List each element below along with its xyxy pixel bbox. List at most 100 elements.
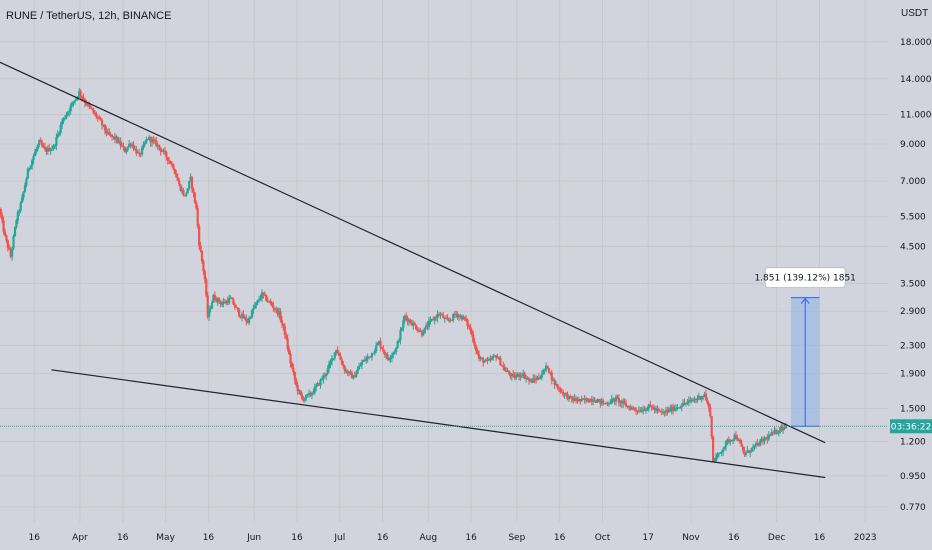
candle-body bbox=[680, 406, 683, 408]
candle-body bbox=[182, 190, 185, 196]
candle-body bbox=[656, 409, 659, 411]
candle-body bbox=[188, 181, 191, 189]
candle-body bbox=[420, 330, 423, 336]
candle-body bbox=[276, 308, 279, 315]
candle-body bbox=[526, 377, 529, 379]
price-range-measure[interactable]: 1.851 (139.12%) 1851 bbox=[754, 267, 856, 427]
candle-body bbox=[469, 326, 472, 331]
candle-body bbox=[736, 437, 739, 441]
candle-body bbox=[33, 152, 37, 157]
trendlines[interactable] bbox=[0, 61, 826, 479]
price-axis[interactable]: 18.000 14.000 11.000 9.000 7.000 5.500 4.500 3.… bbox=[900, 38, 932, 513]
candle-body bbox=[767, 435, 770, 440]
candle-body bbox=[495, 355, 498, 358]
candle-body bbox=[153, 140, 157, 142]
candle-body bbox=[546, 365, 549, 369]
candle-body bbox=[677, 407, 680, 409]
candle-body bbox=[437, 314, 441, 316]
candle-body bbox=[140, 147, 144, 155]
candle-body bbox=[103, 124, 107, 131]
candle-body bbox=[41, 142, 44, 146]
candle-body bbox=[266, 300, 269, 302]
candle-body bbox=[653, 408, 656, 410]
candle-body bbox=[75, 97, 78, 101]
candle-body bbox=[439, 314, 442, 316]
candle-body bbox=[278, 311, 281, 315]
candle-body bbox=[0, 208, 2, 216]
candle-body bbox=[710, 416, 713, 437]
candle-body bbox=[466, 319, 469, 326]
candle-body bbox=[209, 308, 212, 310]
candle-body bbox=[600, 400, 603, 404]
candle-body bbox=[323, 375, 326, 377]
candle-body bbox=[262, 292, 265, 295]
candle-body bbox=[312, 392, 315, 394]
candle-body bbox=[126, 146, 129, 151]
candle-body bbox=[637, 410, 640, 412]
candle-body bbox=[714, 457, 718, 462]
candle-body bbox=[487, 359, 491, 361]
candle-body bbox=[723, 446, 726, 450]
candle-body bbox=[283, 326, 286, 336]
candle-body bbox=[463, 316, 466, 319]
candle-body bbox=[602, 400, 605, 404]
candle-body bbox=[403, 315, 406, 321]
candle-body bbox=[212, 294, 215, 303]
candle-body bbox=[726, 439, 729, 442]
candle-body bbox=[307, 392, 311, 395]
candle-body bbox=[480, 357, 483, 359]
candle-body bbox=[215, 299, 218, 302]
trendline-lower bbox=[51, 369, 826, 479]
candle-body bbox=[65, 114, 68, 118]
candle-body bbox=[569, 395, 572, 397]
candle-body bbox=[58, 132, 61, 134]
candle-body bbox=[55, 137, 58, 146]
candle-body bbox=[317, 383, 321, 386]
candle-body bbox=[509, 373, 512, 377]
candle-body bbox=[626, 406, 629, 408]
candle-body bbox=[577, 399, 581, 402]
candle-body bbox=[96, 117, 99, 119]
candle-body bbox=[387, 358, 391, 360]
candle-body bbox=[372, 353, 375, 355]
candle-body bbox=[642, 409, 645, 412]
candle-body bbox=[517, 374, 521, 377]
time-axis-tick-label: 16 bbox=[728, 533, 740, 543]
price-axis-tick-label: 4.500 bbox=[900, 242, 926, 252]
candle-body bbox=[629, 407, 632, 410]
candle-body bbox=[179, 184, 182, 191]
candle-body bbox=[390, 355, 393, 358]
candle-body bbox=[59, 124, 62, 133]
current-price-tag bbox=[890, 419, 932, 434]
candle-body bbox=[183, 195, 186, 197]
candle-body bbox=[650, 405, 653, 408]
price-axis-tick-label: 7.000 bbox=[900, 177, 926, 187]
candle-body bbox=[604, 403, 608, 405]
candle-body bbox=[579, 399, 582, 401]
candle-body bbox=[512, 374, 515, 376]
candle-body bbox=[776, 432, 779, 434]
candle-body bbox=[6, 240, 9, 249]
time-axis[interactable]: 16 Apr 16 May 16 Jun 16 Jul 16 Aug 16 Sep 16 Oct 17 Nov… bbox=[29, 533, 877, 543]
candle-body bbox=[684, 403, 688, 405]
candle-body bbox=[614, 396, 618, 402]
candle-body bbox=[172, 164, 175, 170]
candle-body bbox=[279, 311, 282, 321]
candle-body bbox=[562, 391, 565, 395]
candle-body bbox=[95, 113, 98, 118]
candle-body bbox=[540, 374, 543, 378]
candle-body bbox=[25, 178, 28, 186]
candle-body bbox=[108, 132, 111, 135]
current-price-countdown: 03:36:22 bbox=[891, 422, 931, 432]
candle-body bbox=[8, 248, 11, 250]
candle-body bbox=[460, 315, 463, 320]
candle-body bbox=[26, 168, 29, 179]
candle-body bbox=[152, 139, 155, 141]
candle-body bbox=[419, 330, 422, 332]
candle-body bbox=[532, 378, 535, 383]
candle-body bbox=[415, 325, 418, 330]
candle-body bbox=[519, 375, 522, 377]
candle-body bbox=[709, 407, 712, 417]
candle-body bbox=[29, 166, 32, 169]
